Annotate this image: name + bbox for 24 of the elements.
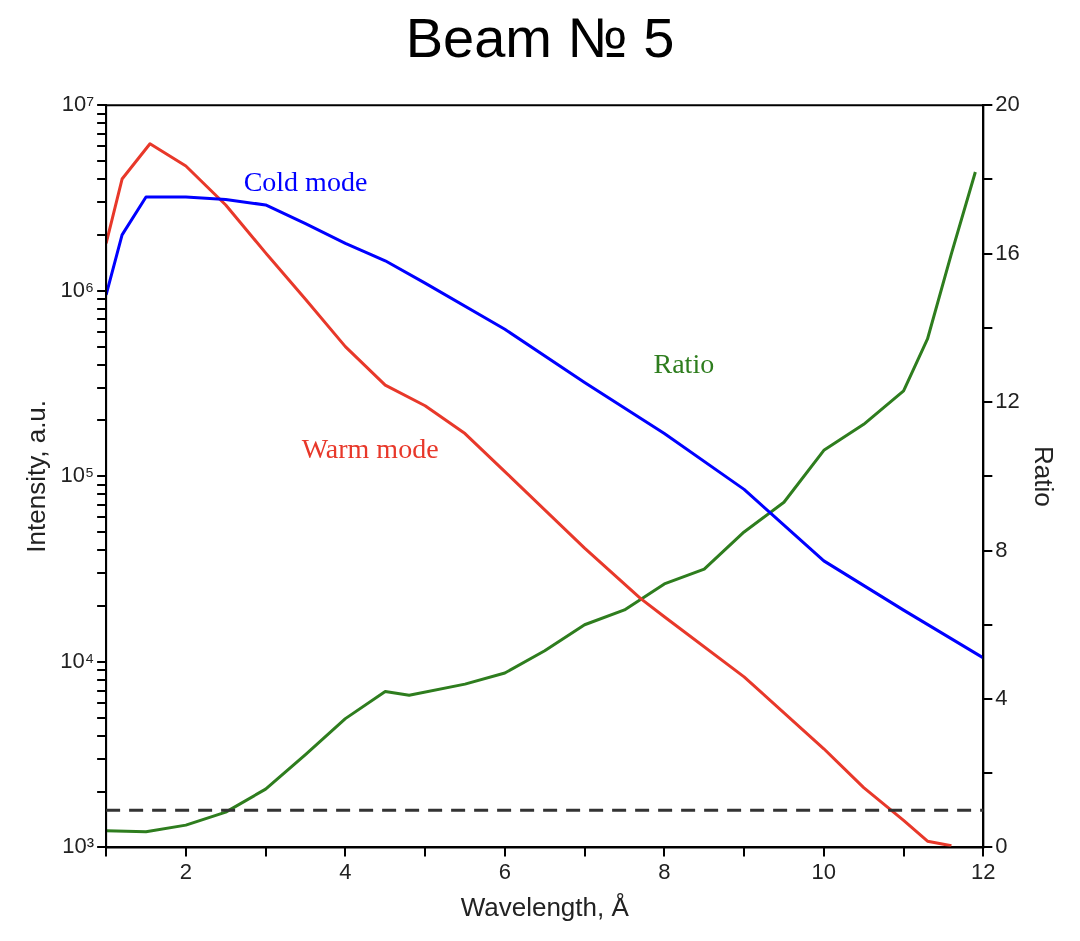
y2-axis-title: Ratio xyxy=(1029,445,1060,507)
y2-tick-label: 4 xyxy=(995,685,1008,711)
x-tick-label: 12 xyxy=(971,858,996,884)
y2-tick-label: 16 xyxy=(995,239,1020,265)
y-tick-label: 10⁵ xyxy=(60,462,95,488)
x-tick-label: 10 xyxy=(811,858,837,884)
series-label: Cold mode xyxy=(243,165,368,197)
x-axis-title: Wavelength, Å xyxy=(460,891,630,922)
series-label: Warm mode xyxy=(301,433,439,465)
y-tick-label: 10³ xyxy=(62,833,95,859)
y2-tick-label: 0 xyxy=(995,833,1008,859)
y2-tick-label: 12 xyxy=(995,388,1020,414)
y-tick-label: 10⁷ xyxy=(61,91,95,117)
y-tick-label: 10⁴ xyxy=(60,647,95,673)
text: Ratio xyxy=(653,347,715,379)
x-tick-label: 4 xyxy=(339,858,352,884)
x-tick-label: 2 xyxy=(179,858,192,884)
x-tick-label: 6 xyxy=(498,858,511,884)
chart-title: Beam № 5 xyxy=(405,6,675,70)
y2-tick-label: 20 xyxy=(995,91,1020,117)
x-tick-label: 8 xyxy=(658,858,671,884)
y2-tick-label: 8 xyxy=(995,536,1008,562)
y-tick-label: 10⁶ xyxy=(60,276,95,302)
y-axis-title: Intensity, a.u. xyxy=(20,399,51,553)
